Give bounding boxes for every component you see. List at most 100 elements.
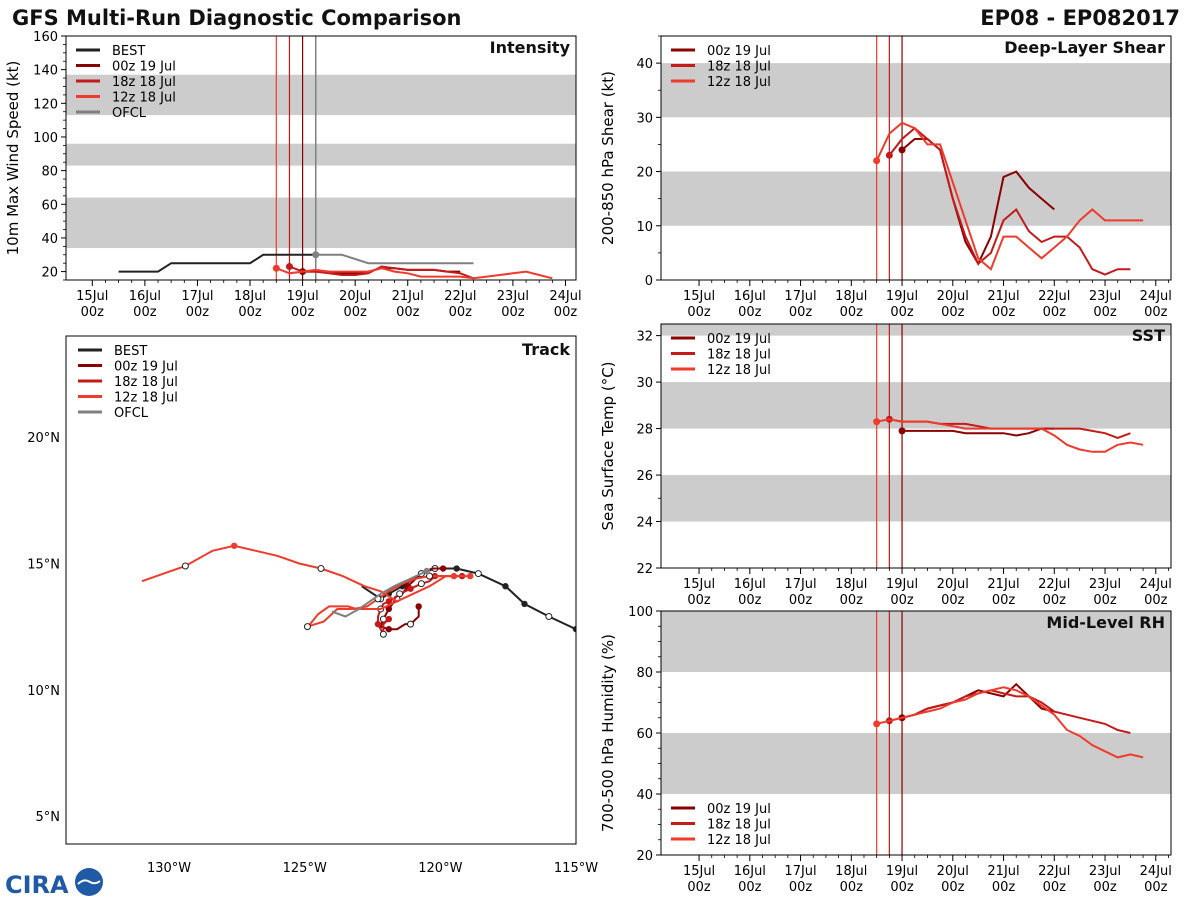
x-tick-hour-label: 00z — [343, 305, 367, 320]
x-tick-day-label: 19Jul — [886, 864, 918, 879]
x-tick-day-label: 22Jul — [1038, 864, 1070, 879]
legend-label: 12z 18 Jul — [112, 91, 176, 106]
figure-title: GFS Multi-Run Diagnostic Comparison — [12, 6, 461, 30]
y-tick-label: 30 — [636, 376, 653, 391]
y-tick-label: 30 — [636, 111, 653, 126]
x-tick-hour-label: 00z — [992, 305, 1016, 320]
x-tick-day-label: 19Jul — [886, 577, 918, 592]
legend-label: BEST — [112, 44, 145, 59]
lon-tick-label: 115°W — [554, 861, 598, 876]
y-tick-label: 80 — [636, 666, 653, 681]
track-line-ofcl — [331, 570, 428, 618]
x-tick-hour-label: 00z — [738, 593, 762, 608]
x-tick-hour-label: 00z — [396, 305, 420, 320]
track-point-00z — [439, 565, 447, 572]
x-tick-day-label: 23Jul — [1089, 289, 1121, 304]
track-point-12z — [181, 562, 189, 570]
plot-frame — [660, 35, 1172, 281]
threshold-band — [661, 171, 1171, 226]
legend-label: BEST — [114, 344, 147, 359]
x-tick-hour-label: 00z — [449, 305, 473, 320]
threshold-band — [661, 475, 1171, 522]
x-tick-hour-label: 00z — [1043, 880, 1067, 895]
x-tick-day-label: 24Jul — [1140, 864, 1172, 879]
x-tick-hour-label: 00z — [738, 880, 762, 895]
x-tick-day-label: 18Jul — [835, 864, 867, 879]
x-tick-hour-label: 00z — [738, 305, 762, 320]
shear-panel: 01020304015Jul00z16Jul00z17Jul00z18Jul00… — [599, 35, 1172, 320]
series-line-12z-18-jul — [876, 686, 1144, 759]
y-tick-label: 80 — [41, 165, 58, 180]
x-tick-hour-label: 00z — [554, 305, 578, 320]
threshold-band — [661, 324, 1171, 336]
track-point-00z — [572, 625, 576, 633]
x-tick-day-label: 17Jul — [181, 289, 213, 304]
y-tick-label: 22 — [636, 562, 653, 577]
rh-panel: 2040608010015Jul00z16Jul00z17Jul00z18Jul… — [599, 605, 1172, 895]
y-tick-label: 10 — [636, 220, 653, 235]
y-axis-label: 700-500 hPa Humidity (%) — [599, 634, 617, 832]
track-point-00z — [521, 600, 528, 608]
x-tick-day-label: 15Jul — [683, 289, 715, 304]
x-tick-hour-label: 00z — [992, 880, 1016, 895]
y-axis-label: 10m Max Wind Speed (kt) — [4, 61, 22, 256]
track-point-00z — [407, 585, 414, 592]
x-tick-day-label: 23Jul — [497, 289, 529, 304]
y-axis-label: Sea Surface Temp (°C) — [599, 361, 617, 530]
y-tick-label: 120 — [33, 97, 58, 112]
plot-frame — [660, 323, 1172, 569]
x-tick-hour-label: 00z — [501, 305, 525, 320]
track-point-00z — [423, 567, 430, 575]
track-point-00z — [230, 542, 238, 549]
y-tick-label: 100 — [33, 131, 58, 146]
y-tick-label: 60 — [636, 727, 653, 742]
series-line-18z-18-jul — [889, 689, 1131, 734]
lon-tick-label: 130°W — [147, 861, 191, 876]
y-tick-label: 60 — [41, 198, 58, 213]
lat-tick-label: 5°N — [36, 810, 61, 825]
x-tick-hour-label: 00z — [1144, 593, 1168, 608]
x-tick-hour-label: 00z — [941, 305, 965, 320]
threshold-band — [661, 63, 1171, 118]
intensity-panel: 2040608010012014016015Jul00z16Jul00z17Ju… — [4, 30, 582, 320]
legend-label: 12z 18 Jul — [707, 75, 771, 90]
threshold-band — [661, 733, 1171, 794]
x-tick-day-label: 24Jul — [1140, 577, 1172, 592]
track-point-00z — [502, 583, 509, 590]
track-point-12z — [379, 630, 387, 638]
threshold-band — [66, 74, 576, 116]
series-line-12z-18-jul — [275, 267, 553, 280]
lat-tick-label: 20°N — [27, 431, 60, 446]
panel-title: Intensity — [490, 38, 571, 57]
x-tick-hour-label: 00z — [840, 305, 864, 320]
y-tick-label: 140 — [33, 64, 58, 79]
x-tick-day-label: 15Jul — [76, 289, 108, 304]
series-line-12z-18-jul — [875, 121, 1144, 271]
series-start-point — [873, 157, 881, 165]
y-tick-label: 32 — [636, 330, 653, 345]
legend-label: 00z 19 Jul — [707, 802, 771, 817]
series-line-ofcl — [315, 253, 474, 265]
legend-label: OFCL — [112, 106, 147, 121]
track-point-00z — [385, 605, 393, 613]
legend-label: OFCL — [114, 406, 149, 421]
cira-wave-icon — [77, 879, 101, 885]
x-tick-hour-label: 00z — [789, 880, 813, 895]
track-point-00z — [385, 615, 393, 623]
track-point-12z — [417, 580, 425, 588]
legend-label: 12z 18 Jul — [114, 391, 178, 406]
legend-label: 18z 18 Jul — [707, 818, 771, 833]
y-tick-label: 160 — [33, 30, 58, 45]
x-tick-hour-label: 00z — [1093, 880, 1117, 895]
x-tick-day-label: 16Jul — [734, 289, 766, 304]
track-point-00z — [453, 565, 460, 572]
y-tick-label: 0 — [645, 274, 653, 289]
x-tick-day-label: 15Jul — [683, 864, 715, 879]
x-tick-day-label: 22Jul — [444, 289, 476, 304]
series-start-point — [898, 427, 906, 435]
track-point-00z — [374, 620, 382, 628]
y-tick-label: 28 — [636, 423, 653, 438]
x-tick-day-label: 23Jul — [1089, 577, 1121, 592]
x-tick-day-label: 21Jul — [987, 577, 1019, 592]
x-tick-day-label: 18Jul — [835, 577, 867, 592]
